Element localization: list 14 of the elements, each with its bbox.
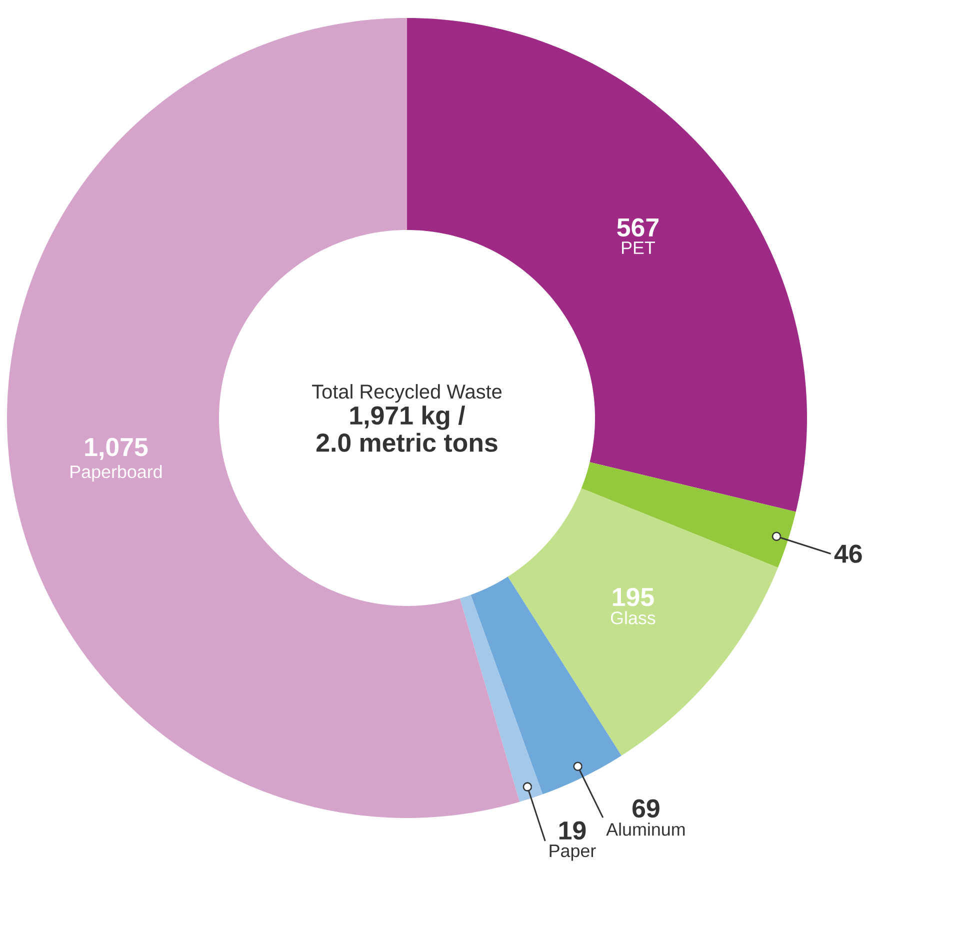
slice-label: PET — [622, 242, 656, 254]
data-label: 1,075 — [85, 438, 148, 460]
data-label: 46 — [834, 544, 862, 563]
slice-label: Aluminum — [606, 822, 685, 836]
data-label: 195 — [612, 588, 654, 606]
slice-label: Glass — [610, 611, 656, 624]
data-label: 19 — [559, 821, 586, 840]
data-label: 69 — [632, 799, 660, 818]
data-label: 567 — [617, 218, 658, 237]
text: Total Recycled Waste — [312, 384, 502, 403]
text: 2.0 metric tons — [316, 432, 498, 452]
slice-label: Paperboard — [70, 464, 162, 482]
text: 1,971 kg / — [350, 406, 466, 430]
slice-label: Paper — [550, 844, 596, 861]
